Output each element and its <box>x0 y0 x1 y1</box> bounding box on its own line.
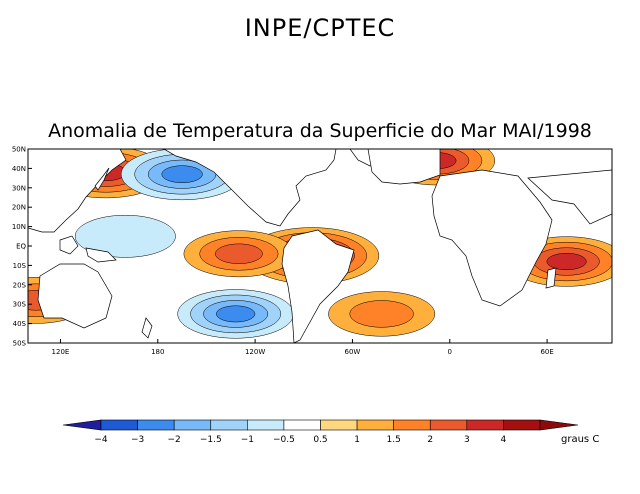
colorbar-cell <box>429 419 468 431</box>
colorbar-cell <box>283 419 321 431</box>
lon-label: 180 <box>151 348 164 356</box>
north-america-landmass <box>163 149 337 227</box>
lat-label: 50N <box>12 146 26 154</box>
colorbar-tick-label: −0.5 <box>273 435 295 445</box>
lat-label: 40S <box>13 320 27 328</box>
lat-label: 20S <box>13 281 27 289</box>
anomaly-region <box>328 291 436 337</box>
anomaly-contour <box>161 165 203 184</box>
lat-label: 20N <box>12 204 26 212</box>
colorbar-cell <box>320 419 358 431</box>
anomaly-region <box>74 214 176 258</box>
lat-label: 10N <box>12 223 26 231</box>
colorbar-cell <box>173 419 212 431</box>
colorbar-cell <box>466 419 504 431</box>
colorbar-cell <box>100 419 138 431</box>
europe-landmass <box>367 149 441 185</box>
latitude-axis: 50N 40N 30N 20N 10N EQ 10S 20S 30S 40S 50S <box>12 146 32 348</box>
colorbar-tick-label: 1.5 <box>387 435 401 445</box>
colorbar-tick-label: 2 <box>427 435 433 445</box>
colorbar-cell <box>393 419 431 431</box>
lon-label: 60E <box>540 348 553 356</box>
lat-label: EQ <box>16 243 26 251</box>
anomaly-region <box>183 230 295 278</box>
colorbar-tick-label: −1 <box>241 435 254 445</box>
colorbar-cell <box>247 419 285 431</box>
africa-landmass <box>431 169 553 307</box>
map-title: Anomalia de Temperatura da Superficie do… <box>48 120 592 142</box>
anomaly-contour <box>216 305 256 323</box>
colorbar-arrow-high <box>539 419 579 431</box>
colorbar-arrow-low <box>62 419 102 431</box>
colorbar-cell <box>137 419 175 431</box>
colorbar-unit-label: graus C <box>561 434 600 445</box>
anomaly-contour <box>215 243 263 264</box>
colorbar-cell <box>503 419 541 431</box>
borneo-landmass <box>59 235 79 255</box>
colorbar-tick-label: 1 <box>354 435 360 445</box>
colorbar-tick-label: 3 <box>464 435 470 445</box>
anomaly-contour <box>546 252 587 271</box>
lon-label: 120W <box>245 348 265 356</box>
anomaly-contour <box>74 214 176 258</box>
lon-label: 120E <box>52 348 70 356</box>
madagascar-landmass <box>545 267 557 289</box>
colorbar-tick-label: 4 <box>501 435 507 445</box>
lat-label: 10S <box>13 262 27 270</box>
colorbar-tick-label: −2 <box>168 435 181 445</box>
anomaly-contour <box>349 300 414 328</box>
new-zealand-landmass <box>141 317 153 339</box>
colorbar-tick-label: 0.5 <box>313 435 327 445</box>
colorbar-tick-label: −3 <box>131 435 144 445</box>
anomaly-region <box>177 289 294 339</box>
colorbar-tick-label: −4 <box>94 435 108 445</box>
lat-label: 30N <box>12 184 26 192</box>
lat-label: 30S <box>13 301 27 309</box>
colorbar-cell <box>356 419 394 431</box>
lon-label: 0 <box>448 348 452 356</box>
colorbar-tick-label: −1.5 <box>200 435 222 445</box>
agency-header: INPE/CPTEC <box>244 14 396 42</box>
australia-landmass <box>37 263 113 329</box>
japan-landmass <box>94 167 110 191</box>
new-guinea-landmass <box>85 247 117 263</box>
south-america-landmass <box>281 229 355 343</box>
longitude-axis: 120E 180 120W 60W 0 60E <box>52 339 554 356</box>
colorbar-cell <box>210 419 248 431</box>
asia-landmass <box>28 149 127 233</box>
arabia-india-landmass <box>527 169 612 225</box>
lat-label: 40N <box>12 165 26 173</box>
lon-label: 60W <box>345 348 361 356</box>
landmasses <box>28 149 612 343</box>
lat-label: 50S <box>13 340 27 348</box>
